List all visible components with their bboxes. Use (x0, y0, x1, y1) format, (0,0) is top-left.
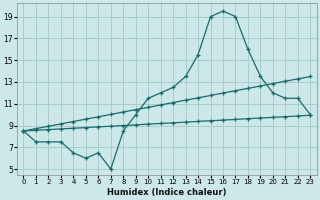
X-axis label: Humidex (Indice chaleur): Humidex (Indice chaleur) (107, 188, 227, 197)
